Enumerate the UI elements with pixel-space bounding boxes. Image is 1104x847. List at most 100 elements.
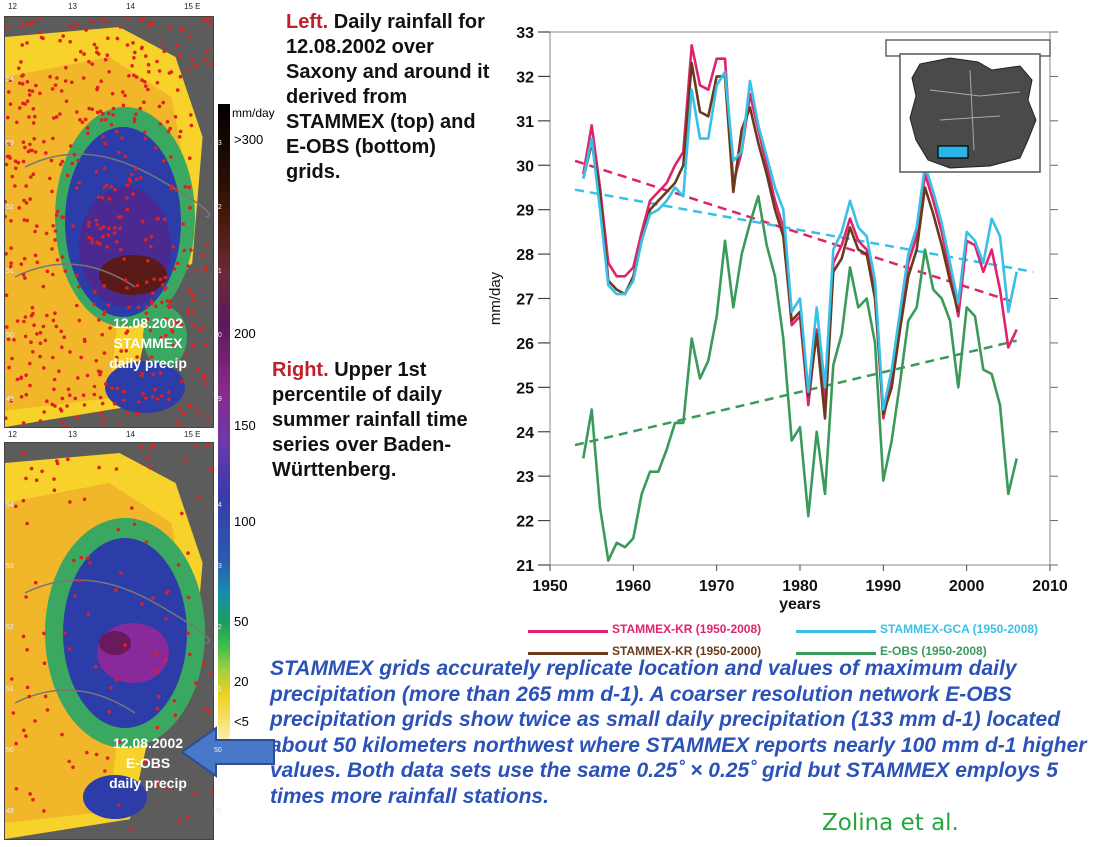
lat-tick: 52 — [6, 624, 14, 632]
inset-map — [885, 39, 1051, 173]
y-tick-label: 29 — [516, 203, 534, 220]
lat-tick: 52 — [6, 204, 14, 211]
x-tick-label: 1950 — [532, 578, 568, 595]
y-tick-label: 32 — [516, 69, 534, 86]
lat-tick: 53 — [214, 140, 222, 147]
colorbar-label: 150 — [234, 418, 256, 433]
y-tick-label: 26 — [516, 336, 534, 353]
figure-caption: STAMMEX grids accurately replicate locat… — [270, 657, 1087, 808]
stammex-map: 12.08.2002 STAMMEX daily precip — [4, 16, 214, 428]
y-tick-label: 23 — [516, 469, 534, 486]
lat-tick: 49 — [6, 808, 14, 815]
lat-tick: 49 — [6, 396, 14, 403]
colorbar-label: <5 — [234, 714, 249, 729]
x-axis-label: years — [779, 596, 821, 613]
lat-tick: 54 — [6, 76, 14, 83]
eobs-map: 12.08.2002 E-OBS daily precip — [4, 442, 214, 840]
colorbar-label: 200 — [234, 326, 256, 341]
map-label-source: E-OBS — [125, 755, 171, 771]
colorbar-label: 100 — [234, 514, 256, 529]
top-map-lon-ticks-header — [4, 2, 214, 16]
lon-tick: 13 — [68, 430, 77, 439]
baden-wurttemberg-highlight — [937, 145, 969, 159]
legend-swatch — [528, 630, 608, 633]
left-body: Daily rainfall for 12.08.2002 over Saxon… — [286, 11, 490, 183]
legend-label: STAMMEX-KR (1950-2008) — [612, 622, 762, 636]
bottom-map-lon-ticks: 12 13 14 15 E — [4, 428, 214, 442]
left-lead: Left. — [286, 11, 329, 33]
lat-tick: 52 — [214, 624, 222, 632]
author-credit: Zolina et al. — [822, 810, 959, 836]
legend-swatch — [528, 652, 608, 655]
lat-tick: 51 — [6, 685, 14, 693]
legend-label: E-OBS (1950-2008) — [880, 644, 987, 658]
y-tick-label: 28 — [516, 247, 534, 264]
chart-legend: STAMMEX-KR (1950-2008) STAMMEX-GCA (1950… — [528, 620, 1088, 664]
trend-line — [574, 159, 1018, 305]
series-line — [582, 195, 1018, 562]
y-tick-label: 31 — [516, 114, 534, 131]
y-tick-label: 24 — [516, 425, 534, 442]
series-line — [582, 70, 1018, 411]
lat-tick: 49 — [214, 396, 222, 403]
right-lead: Right. — [272, 359, 329, 381]
lat-tick: 50 — [6, 332, 14, 339]
stammex-map-graphic — [5, 17, 213, 427]
lat-tick: 50 — [6, 746, 14, 754]
map-label-date: 12.08.2002 — [112, 315, 184, 331]
right-description: Right. Upper 1st percentile of daily sum… — [272, 358, 482, 483]
left-arrow-icon — [180, 726, 275, 778]
eobs-map-label: 12.08.2002 E-OBS daily precip — [89, 733, 207, 793]
stammex-map-label: 12.08.2002 STAMMEX daily precip — [89, 313, 207, 373]
lat-tick: 53 — [6, 140, 14, 147]
trend-line — [574, 339, 1017, 447]
left-description: Left. Daily rainfall for 12.08.2002 over… — [286, 10, 492, 185]
x-tick-label: 2010 — [1032, 578, 1068, 595]
colorbar-label: 50 — [234, 614, 249, 629]
colorbar: mm/day >300 200 150 100 50 20 <5 — [216, 104, 276, 764]
map-label-source: STAMMEX — [113, 335, 183, 351]
x-tick-label: 1970 — [699, 578, 735, 595]
y-tick-label: 33 — [516, 25, 534, 42]
legend-swatch — [796, 630, 876, 633]
right-body: Upper 1st percentile of daily summer rai… — [272, 359, 468, 481]
colorbar-unit: mm/day — [232, 106, 275, 120]
eobs-map-graphic — [5, 443, 213, 839]
y-tick-label: 25 — [516, 380, 534, 397]
lon-tick: 14 — [126, 2, 135, 11]
y-axis-label: mm/day — [487, 271, 504, 325]
lat-tick: 49 — [214, 808, 222, 815]
map-label-date: 12.08.2002 — [112, 735, 184, 751]
x-tick-label: 1990 — [866, 578, 902, 595]
lon-tick: 13 — [68, 2, 77, 11]
lon-tick: 14 — [126, 430, 135, 439]
lat-tick: 50 — [214, 746, 222, 754]
lat-tick: 52 — [214, 204, 222, 211]
colorbar-gradient — [218, 104, 230, 754]
x-tick-label: 1960 — [616, 578, 652, 595]
y-tick-label: 22 — [516, 514, 534, 531]
top-map-lon-ticks: 12 13 14 15 E — [4, 0, 214, 14]
lat-tick: 51 — [6, 268, 14, 275]
y-tick-label: 21 — [516, 558, 534, 575]
map-label-variable: daily precip — [109, 355, 187, 371]
lat-tick: 51 — [214, 685, 222, 693]
x-tick-label: 2000 — [949, 578, 985, 595]
lat-tick: 54 — [214, 76, 222, 83]
colorbar-label: >300 — [234, 132, 264, 147]
lat-tick: 53 — [214, 563, 222, 571]
lat-tick: 51 — [214, 268, 222, 275]
colorbar-label: 20 — [234, 674, 249, 689]
lat-tick: 50 — [214, 332, 222, 339]
map-label-variable: daily precip — [109, 775, 187, 791]
y-tick-label: 30 — [516, 158, 534, 175]
lon-tick: 15 E — [184, 2, 201, 11]
lon-tick: 15 E — [184, 430, 201, 439]
lon-tick: 12 — [8, 2, 17, 11]
legend-swatch — [796, 652, 876, 655]
rainfall-percentile-chart: 21 22 23 24 25 26 27 28 29 30 31 32 33 1950 1960 1970 19… — [487, 25, 1068, 613]
legend-label: STAMMEX-KR (1950-2000) — [612, 644, 762, 658]
x-tick-label: 1980 — [782, 578, 818, 595]
lon-tick: 12 — [8, 430, 17, 439]
legend-label: STAMMEX-GCA (1950-2008) — [880, 622, 1039, 636]
